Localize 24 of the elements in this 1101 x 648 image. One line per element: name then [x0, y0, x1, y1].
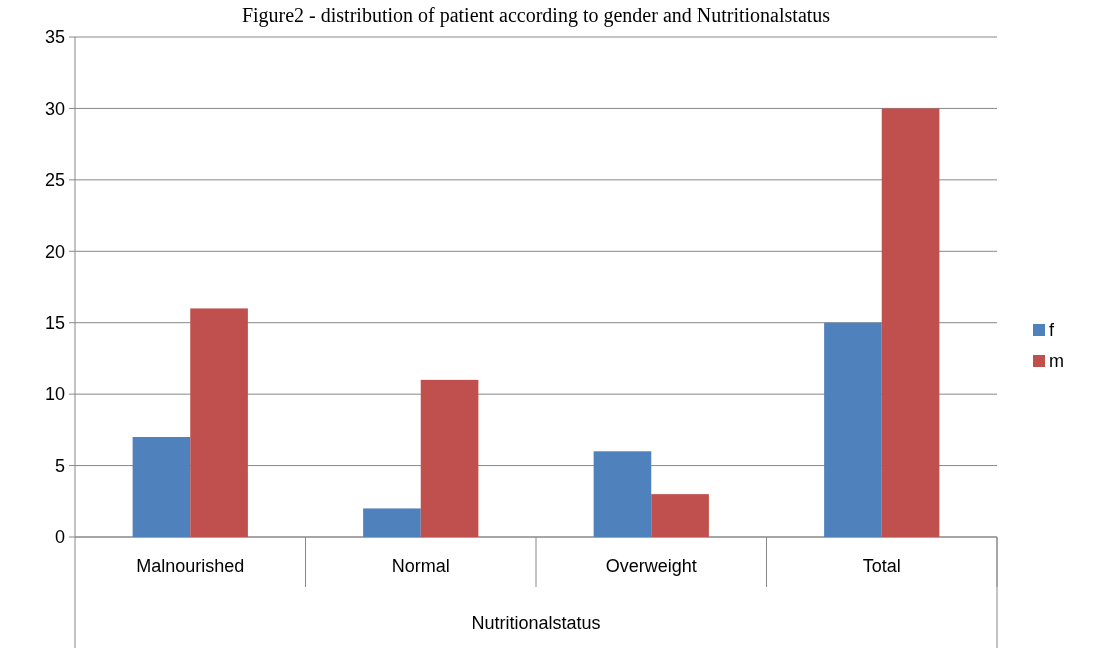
bar: [132, 437, 191, 537]
bar: [881, 108, 940, 537]
x-tick-label: Normal: [391, 556, 450, 576]
legend-label: m: [1049, 351, 1064, 372]
y-tick-label: 25: [44, 170, 65, 191]
bar: [824, 322, 882, 537]
chart-title: Figure2 - distribution of patient according to gender and Nutritionalstatus: [241, 4, 831, 27]
y-tick-label: 0: [54, 527, 65, 548]
y-tick-label: 20: [44, 241, 65, 262]
x-axis-title: Nutritionalstatus: [471, 613, 601, 633]
bar: [363, 508, 421, 537]
y-tick-label: 35: [44, 27, 65, 48]
x-tick-label: Overweight: [605, 556, 697, 576]
y-tick-label: 5: [54, 455, 65, 476]
x-tick-label: Total: [862, 556, 901, 576]
bar: [190, 308, 248, 537]
y-tick-label: 10: [44, 384, 65, 405]
y-tick-label: 15: [44, 313, 65, 334]
legend-label: f: [1049, 320, 1055, 341]
bar: [651, 494, 709, 537]
x-tick-label: Malnourished: [136, 556, 245, 576]
bar: [593, 451, 652, 537]
bar: [420, 379, 479, 537]
y-tick-label: 30: [44, 98, 65, 119]
